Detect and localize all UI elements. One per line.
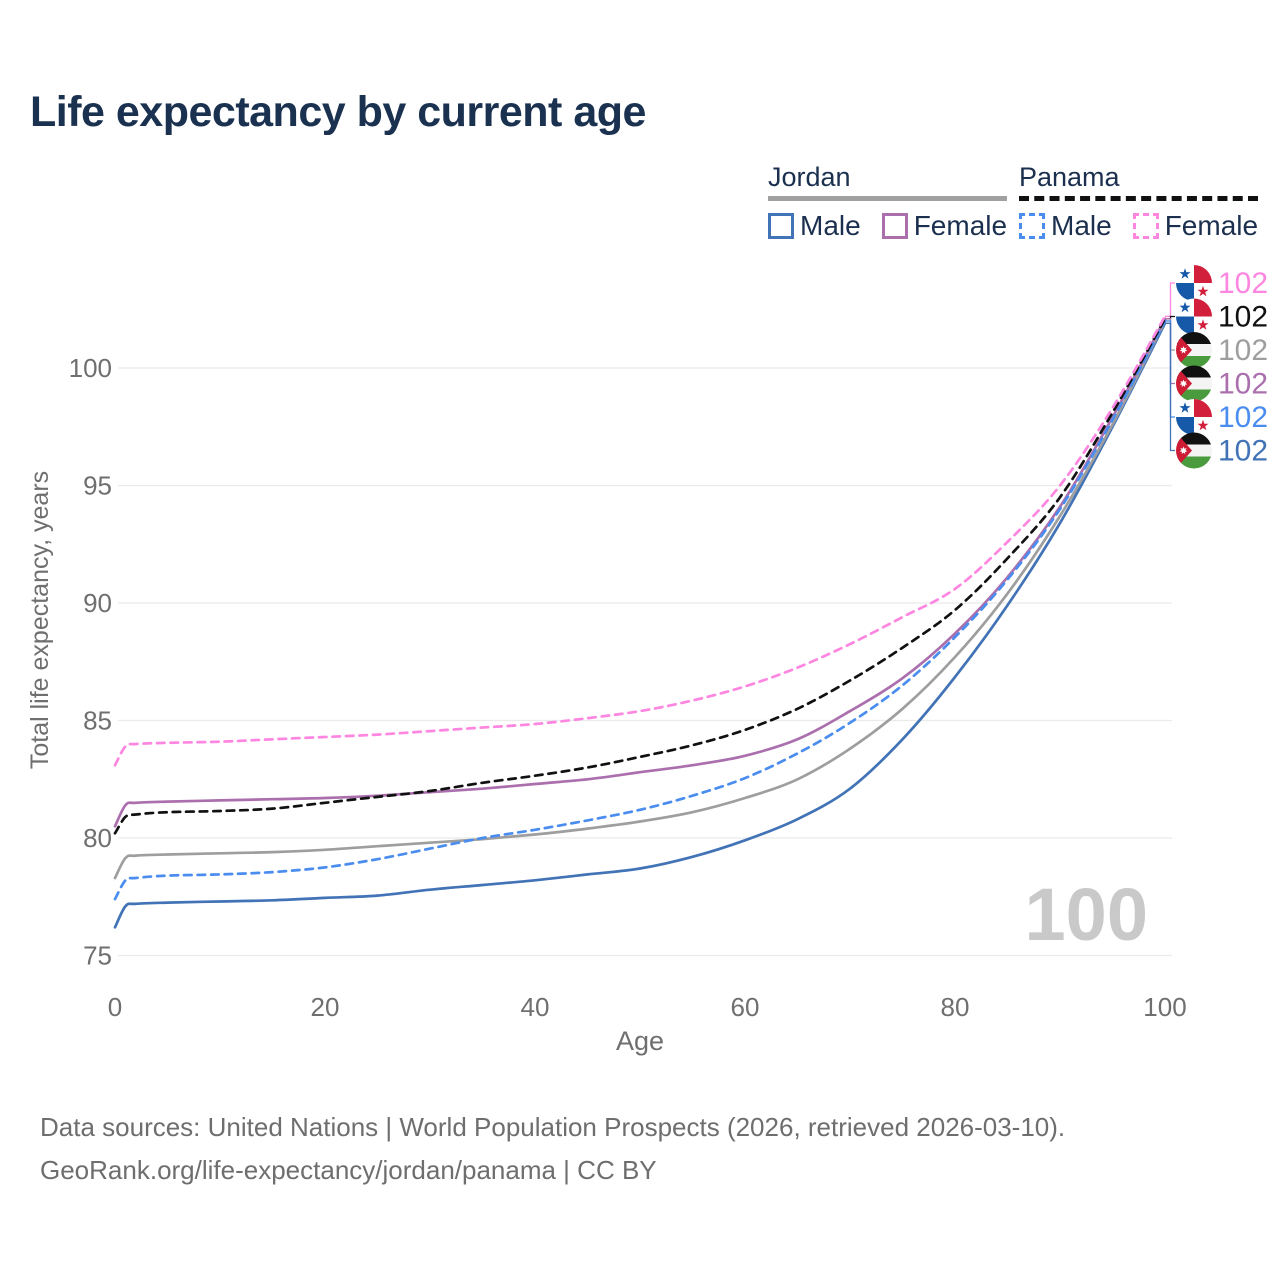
end-label-value: 102: [1218, 267, 1268, 300]
panama-flag-icon: [1176, 399, 1212, 435]
jordan-flag-icon: [1176, 332, 1212, 368]
y-tick-label: 75: [83, 941, 112, 971]
legend-item-panama-female[interactable]: Female: [1132, 210, 1259, 242]
end-label-value: 102: [1218, 301, 1268, 334]
panama-dashed-line-key: [1019, 196, 1259, 201]
y-tick-label: 90: [83, 588, 112, 618]
x-tick-label: 60: [731, 992, 760, 1022]
legend-country-panama: Panama: [1019, 162, 1120, 192]
series-line-jordan-male: [113, 321, 1167, 929]
panama-flag-icon: [1176, 265, 1212, 301]
legend-label-panama-female: Female: [1164, 210, 1259, 241]
page-title: Life expectancy by current age: [30, 88, 646, 136]
y-tick-label: 85: [83, 706, 112, 736]
series-line-panama: [113, 317, 1167, 835]
panama-male-swatch-icon: [1019, 213, 1045, 239]
series-line-panama-female: [113, 314, 1167, 767]
legend-label-jordan-female: Female: [913, 209, 1008, 241]
legend-label-jordan-male: Male: [800, 209, 861, 241]
end-label-leader: [1165, 282, 1175, 317]
series-line-panama-male: [113, 319, 1167, 901]
y-tick-label: 80: [83, 823, 112, 853]
footer-attribution: GeoRank.org/life-expectancy/jordan/panam…: [40, 1155, 657, 1185]
chart-footer: Data sources: United Nations | World Pop…: [40, 1106, 1065, 1192]
legend-country-jordan: Jordan: [768, 162, 851, 192]
x-tick-label: 100: [1143, 992, 1186, 1022]
footer-data-sources: Data sources: United Nations | World Pop…: [40, 1112, 1066, 1142]
end-label-leader: [1165, 322, 1175, 452]
jordan-male-swatch-icon: [768, 212, 794, 239]
end-label-value: 102: [1218, 334, 1268, 367]
y-tick-label: 95: [83, 471, 112, 501]
x-tick-label: 80: [941, 992, 970, 1022]
panama-flag-icon: [1176, 298, 1212, 335]
legend-group-panama: Panama Male Female: [1019, 162, 1259, 242]
age-counter-watermark: 100: [1025, 873, 1148, 956]
legend-item-panama-male[interactable]: Male: [1019, 210, 1112, 242]
x-tick-label: 0: [108, 992, 122, 1022]
series-line-jordan: [113, 319, 1167, 880]
jordan-flag-icon: [1176, 432, 1212, 469]
y-axis-title: Total life expectancy, years: [26, 471, 54, 769]
x-axis-title: Age: [616, 1026, 664, 1056]
legend-item-jordan-male[interactable]: Male: [768, 210, 861, 242]
legend-label-panama-male: Male: [1051, 210, 1112, 241]
end-label-value: 102: [1218, 435, 1268, 468]
legend-item-jordan-female[interactable]: Female: [881, 209, 1008, 242]
end-label-value: 102: [1218, 368, 1268, 401]
end-label-value: 102: [1218, 401, 1268, 434]
jordan-flag-icon: [1176, 365, 1212, 402]
panama-female-swatch-icon: [1132, 213, 1159, 239]
x-tick-label: 40: [521, 992, 550, 1022]
jordan-female-swatch-icon: [881, 212, 908, 239]
jordan-solid-line-key: [768, 196, 1008, 201]
series-line-jordan-female: [113, 317, 1167, 828]
x-tick-label: 20: [311, 992, 340, 1022]
y-tick-label: 100: [69, 353, 112, 383]
legend-group-jordan: Jordan Male Female: [768, 162, 1008, 242]
